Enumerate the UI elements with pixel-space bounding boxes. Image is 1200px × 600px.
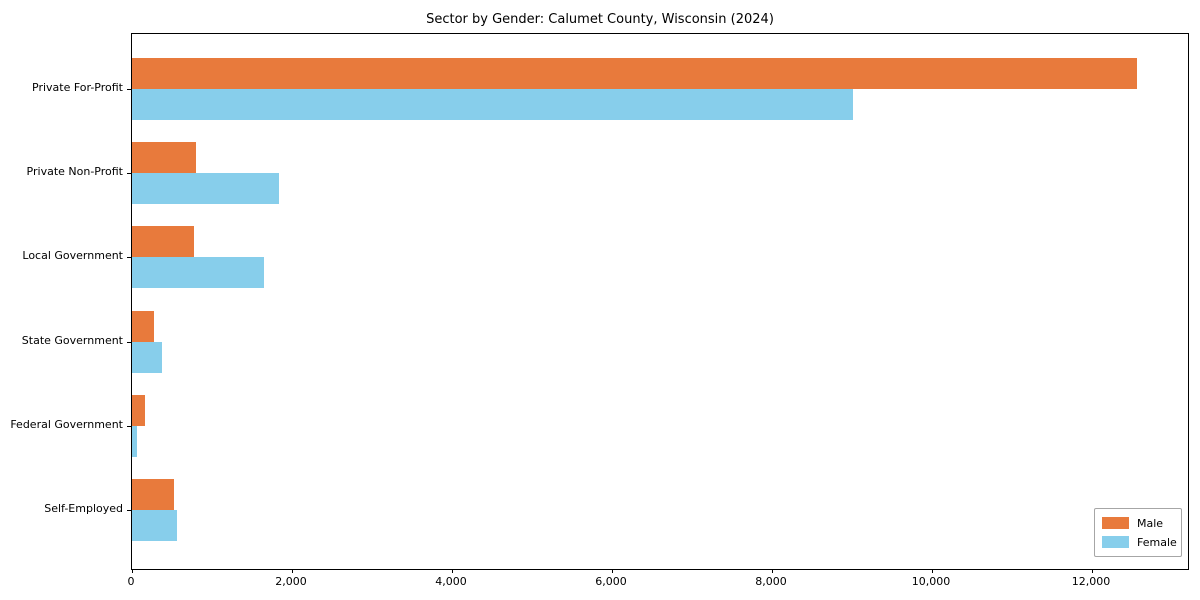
x-tick-mark xyxy=(1092,569,1093,573)
y-tick-label: State Government xyxy=(21,333,123,347)
female-color-swatch xyxy=(1102,536,1129,548)
x-tick-label: 6,000 xyxy=(595,575,627,588)
bar-female-5 xyxy=(132,510,177,541)
bar-female-3 xyxy=(132,341,162,373)
x-tick-mark xyxy=(932,569,933,573)
bar-male-5 xyxy=(132,479,174,510)
male-color-swatch xyxy=(1102,517,1129,529)
y-tick-label: Private For-Profit xyxy=(32,81,123,94)
bar-female-1 xyxy=(132,173,280,205)
y-tick-label: Private Non-Profit xyxy=(26,165,123,179)
x-tick-label: 0 xyxy=(127,575,135,588)
legend-label-male: Male xyxy=(1137,516,1164,530)
bar-male-2 xyxy=(132,226,194,258)
bar-male-1 xyxy=(132,142,196,174)
y-tick-label: Self-Employed xyxy=(44,502,123,515)
x-tick-mark xyxy=(292,569,293,573)
legend: Male Female xyxy=(1094,508,1182,557)
y-tick-label: Local Government xyxy=(22,249,123,263)
y-tick-mark xyxy=(127,341,131,343)
y-tick-mark xyxy=(127,510,131,511)
plot-area: Male Female xyxy=(127,33,1189,573)
bar-male-0 xyxy=(132,58,1137,89)
y-tick-mark xyxy=(127,257,131,259)
bar-female-2 xyxy=(132,257,264,289)
x-tick-label: 4,000 xyxy=(435,575,467,588)
x-tick-label: 10,000 xyxy=(911,575,951,588)
bar-male-4 xyxy=(132,394,145,426)
y-tick-mark xyxy=(127,173,131,175)
bar-male-3 xyxy=(132,310,154,342)
x-tick-mark xyxy=(452,569,453,573)
y-tick-mark xyxy=(127,425,131,427)
x-tick-label: 2,000 xyxy=(275,575,307,588)
x-tick-mark xyxy=(132,569,133,573)
x-tick-mark xyxy=(772,569,773,573)
x-tick-label: 12,000 xyxy=(1071,575,1111,588)
x-tick-label: 8,000 xyxy=(755,575,787,588)
legend-label-female: Female xyxy=(1137,535,1177,549)
legend-item-female: Female xyxy=(1102,534,1177,550)
bar-female-0 xyxy=(132,89,853,120)
bar-female-4 xyxy=(132,425,138,457)
chart-title: Sector by Gender: Calumet County, Wiscon… xyxy=(426,12,774,27)
x-tick-mark xyxy=(612,569,613,573)
y-tick-mark xyxy=(127,89,131,90)
y-tick-label: Federal Government xyxy=(10,417,123,431)
legend-item-male: Male xyxy=(1102,515,1173,531)
